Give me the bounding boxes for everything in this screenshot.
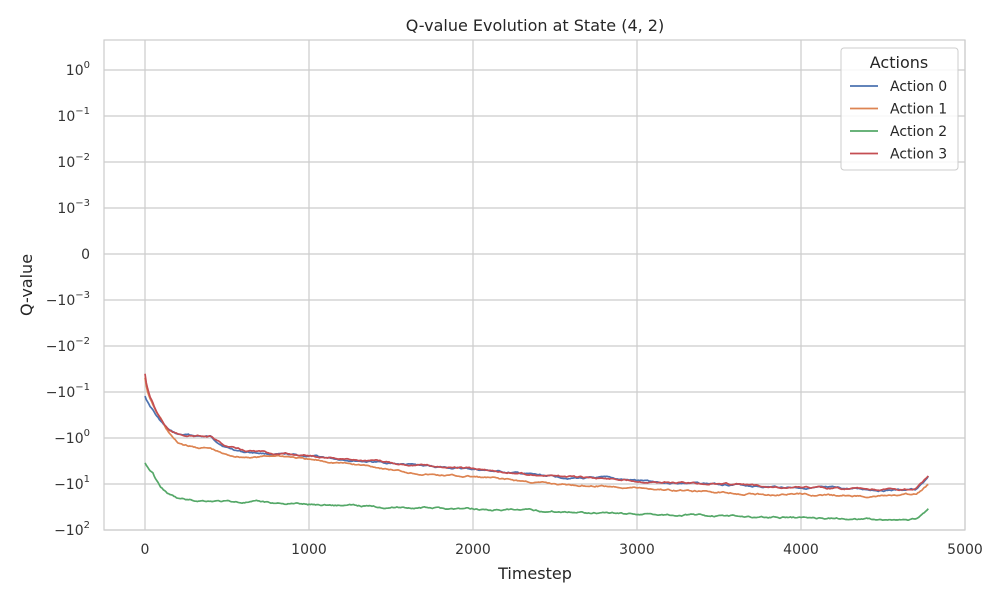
y-tick-label: 10−2 — [57, 152, 90, 171]
y-tick-label: 10−3 — [57, 198, 90, 217]
series-line-1 — [144, 377, 929, 499]
legend-title: Actions — [870, 53, 928, 72]
series-lines — [144, 373, 930, 521]
y-tick-label: −10−1 — [46, 382, 90, 401]
y-tick-label: −102 — [54, 520, 90, 539]
x-tick-label: 0 — [141, 542, 150, 558]
y-tick-label: 0 — [81, 247, 90, 263]
legend-label: Action 2 — [890, 124, 947, 140]
y-tick-label: −101 — [54, 474, 90, 493]
plot-frame — [103, 39, 966, 531]
y-axis-label: Q-value — [17, 254, 36, 316]
y-tick-labels: 100 10−1 10−2 10−3 0 −10−3 −10−2 −10−1 −100 −101 −… — [46, 60, 90, 539]
y-tick-label: 100 — [66, 60, 90, 79]
legend: Actions Action 0 Action 1 Action 2 Action 3 — [840, 47, 959, 171]
legend-label: Action 3 — [890, 147, 947, 163]
legend-entries: Action 0 Action 1 Action 2 Action 3 — [850, 79, 947, 163]
y-tick-label: −10−2 — [46, 336, 90, 355]
x-tick-label: 4000 — [783, 542, 819, 558]
chart-title: Q-value Evolution at State (4, 2) — [406, 16, 664, 35]
x-tick-label: 2000 — [455, 542, 491, 558]
legend-label: Action 1 — [890, 102, 947, 118]
y-tick-label: −10−3 — [46, 290, 90, 309]
y-tick-label: −100 — [54, 428, 90, 447]
legend-box — [840, 47, 959, 171]
series-line-0 — [144, 395, 930, 493]
y-tick-label: 10−1 — [57, 106, 90, 125]
x-tick-label: 5000 — [947, 542, 983, 558]
legend-label: Action 0 — [890, 79, 947, 95]
series-line-3 — [144, 373, 929, 492]
x-axis-label: Timestep — [497, 564, 572, 583]
x-tick-label: 3000 — [619, 542, 655, 558]
x-tick-label: 1000 — [291, 542, 327, 558]
series-line-2 — [144, 462, 929, 521]
x-tick-labels: 0 1000 2000 3000 4000 5000 — [141, 542, 983, 558]
